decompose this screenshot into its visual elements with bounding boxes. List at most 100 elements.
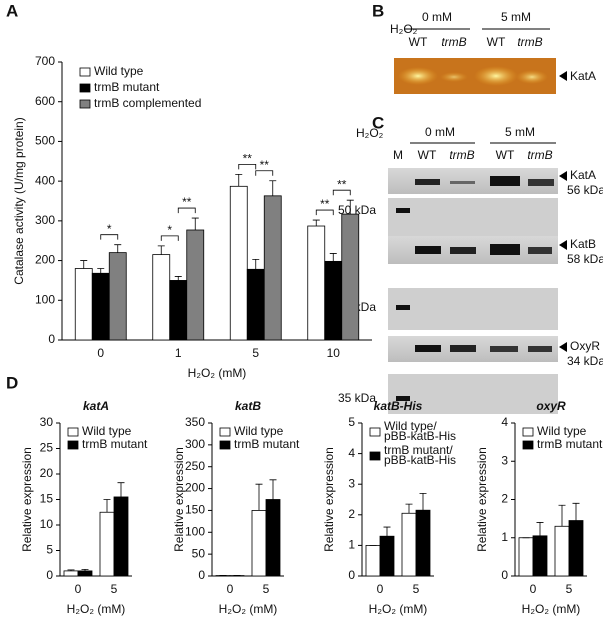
y-tick-label: 200 xyxy=(185,481,205,495)
significance-bracket xyxy=(160,235,179,241)
protein-label: KatA xyxy=(570,168,596,182)
marker-band xyxy=(396,305,410,310)
x-tick-label: 5 xyxy=(566,582,573,596)
gel-band xyxy=(398,67,438,85)
x-axis-label: H₂O₂ (mM) xyxy=(188,366,247,380)
bar xyxy=(169,280,188,341)
y-tick-label: 1 xyxy=(501,530,508,544)
blot-band xyxy=(415,179,440,185)
bar xyxy=(108,252,127,341)
band-label: KatA xyxy=(570,69,596,83)
legend-label: trmB mutant xyxy=(537,437,603,451)
significance-bracket xyxy=(332,189,351,196)
error-bar xyxy=(269,479,277,500)
bar xyxy=(246,268,265,341)
lane-label: WT xyxy=(496,148,515,162)
error-bar xyxy=(235,173,243,187)
legend-label: Wild type xyxy=(82,424,132,438)
y-tick-label: 30 xyxy=(40,415,54,429)
bar xyxy=(91,272,110,341)
legend-swatch xyxy=(369,451,381,461)
gel-band xyxy=(516,70,548,84)
x-tick-label: 10 xyxy=(327,346,341,360)
x-tick-label: 0 xyxy=(377,582,384,596)
significance-label: ** xyxy=(243,152,253,166)
significance-bracket xyxy=(238,163,257,170)
dose-label: 0 mM xyxy=(422,10,452,24)
blot-band xyxy=(528,179,554,186)
legend-label: Wild type/pBB-katB-His xyxy=(384,419,456,443)
error-bar xyxy=(191,217,199,230)
significance-label: * xyxy=(107,222,112,236)
size-label: 34 kDa xyxy=(567,354,603,368)
lane-label: trmB xyxy=(449,148,474,162)
error-bar xyxy=(80,260,88,269)
bar xyxy=(307,225,326,341)
error-bar xyxy=(312,219,320,227)
x-tick-label: 0 xyxy=(227,582,234,596)
lane-label: WT xyxy=(409,35,428,49)
y-tick-label: 10 xyxy=(40,517,54,531)
legend-label: Wild type xyxy=(234,424,284,438)
x-tick-label: 5 xyxy=(111,582,118,596)
bar xyxy=(365,545,381,577)
x-axis-label: H₂O₂ (mM) xyxy=(522,602,581,616)
error-bar xyxy=(174,276,182,281)
x-tick-label: 5 xyxy=(252,346,259,360)
y-tick-label: 100 xyxy=(185,524,205,538)
arrow xyxy=(559,342,567,352)
bar xyxy=(74,268,93,341)
error-bar xyxy=(114,244,122,253)
chart-title: katB-His xyxy=(374,399,423,413)
significance-bracket xyxy=(255,170,274,176)
error-bar xyxy=(103,499,111,513)
bar xyxy=(63,570,79,577)
loading-gel xyxy=(388,374,558,414)
y-tick-label: 0 xyxy=(46,568,53,582)
y-tick-label: 3 xyxy=(348,476,355,490)
bar xyxy=(99,511,115,577)
bar xyxy=(186,229,205,341)
chart-title: katA xyxy=(83,399,109,413)
y-tick-label: 5 xyxy=(348,415,355,429)
x-tick-label: 5 xyxy=(263,582,270,596)
dose-label: 0 mM xyxy=(425,125,455,139)
blot-band xyxy=(490,244,520,255)
y-axis-label: Relative expression xyxy=(322,447,336,552)
y-tick-label: 0 xyxy=(198,568,205,582)
gel-c: H₂O₂ 0 mM 5 mM M WT trmB WT trmB KatA 56 xyxy=(338,125,603,414)
legend-swatch xyxy=(522,440,534,450)
bar xyxy=(263,195,282,341)
ladder-label: 50 kDa xyxy=(338,203,376,217)
y-tick-label: 15 xyxy=(40,492,54,506)
legend-swatch xyxy=(79,67,91,77)
y-tick-label: 0 xyxy=(348,568,355,582)
legend-swatch xyxy=(219,440,231,450)
y-tick-label: 1 xyxy=(348,538,355,552)
legend-swatch xyxy=(67,427,79,437)
error-bar xyxy=(81,568,89,571)
legend-label: trmB mutant xyxy=(94,80,160,94)
x-tick-label: 0 xyxy=(97,346,104,360)
error-bar xyxy=(572,502,580,521)
x-tick-label: 1 xyxy=(175,346,182,360)
arrow xyxy=(559,71,567,81)
y-axis-label: Relative expression xyxy=(20,447,34,552)
arrow xyxy=(559,240,567,250)
y-tick-label: 20 xyxy=(40,466,54,480)
legend-label: trmB mutant xyxy=(234,437,300,451)
error-bar xyxy=(255,483,263,511)
y-tick-label: 4 xyxy=(348,446,355,460)
bar xyxy=(324,260,343,341)
legend-label: trmB complemented xyxy=(94,96,201,110)
lane-label: trmB xyxy=(441,35,466,49)
significance-label: * xyxy=(167,223,172,237)
legend-label: trmB mutant/pBB-katB-His xyxy=(384,443,456,467)
significance-label: ** xyxy=(320,197,330,211)
bar xyxy=(251,510,267,577)
legend-line: trmB mutant/ xyxy=(384,443,453,457)
bar xyxy=(518,537,534,577)
bar xyxy=(77,570,93,577)
error-bar xyxy=(383,526,391,537)
